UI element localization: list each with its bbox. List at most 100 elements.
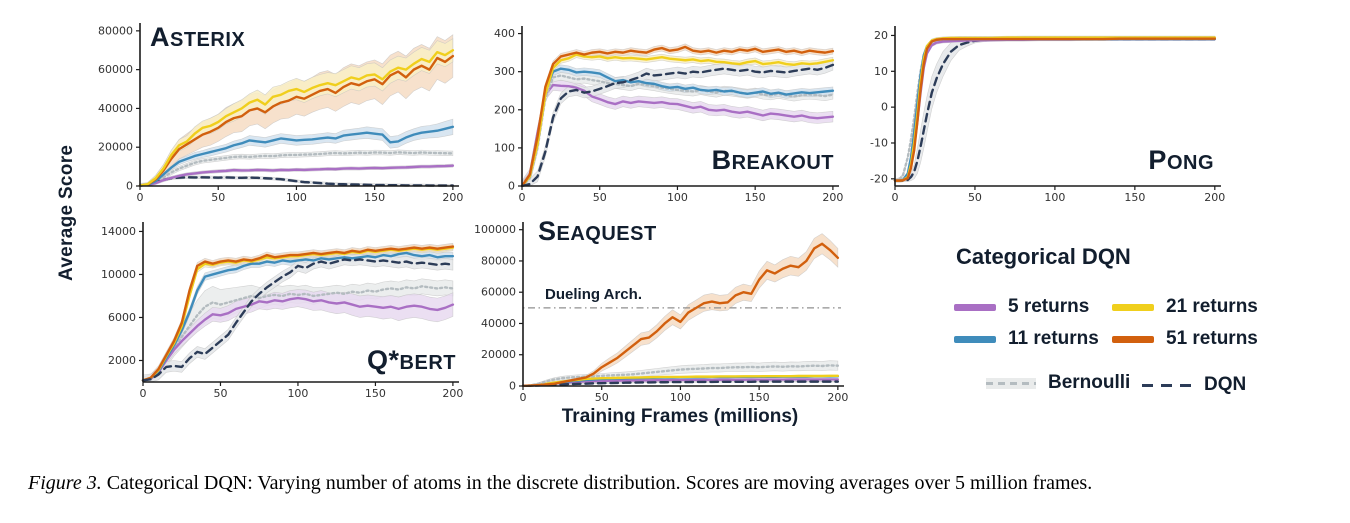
pong-ytick: -10	[870, 136, 888, 149]
seaquest-ytick: 0	[509, 380, 516, 393]
pong-xtick: 0	[892, 191, 899, 204]
legend-item-51-returns: 51 returns	[1112, 328, 1258, 350]
legend-item-bernoulli: Bernoulli	[986, 372, 1130, 394]
breakout-xtick: 150	[745, 191, 766, 204]
pong-ytick: -20	[870, 172, 888, 185]
pong-title-rest: ONG	[1166, 152, 1214, 174]
legend-item-11-returns: 11 returns	[954, 328, 1099, 350]
legend-swatch-bernoulli	[986, 377, 1036, 389]
asterix-ytick: 40000	[98, 102, 133, 115]
seaquest-plot: 0 20000 40000 60000 80000 100000 0 50 100 150 200 D…	[474, 222, 848, 404]
chart-seaquest: 0 20000 40000 60000 80000 100000 0 50 100 150 200 D…	[466, 212, 854, 406]
seaquest-ytick: 100000	[474, 223, 516, 236]
dqn-dash-icon	[1142, 383, 1192, 387]
asterix-ytick: 20000	[98, 141, 133, 154]
breakout-title: BREAKOUT	[712, 145, 834, 176]
qbert-51-returns-band	[142, 242, 454, 383]
chart-qbert: 2000 6000 10000 14000 0 50 100 150 200 Q*BERT	[90, 212, 468, 402]
breakout-51-returns-band	[521, 43, 834, 187]
qbert-title-rest: BERT	[399, 352, 456, 374]
legend-item-5-returns: 5 returns	[954, 296, 1089, 318]
legend-item-dqn: DQN	[1142, 374, 1246, 396]
seaquest-ytick: 60000	[481, 286, 516, 299]
pong-xtick: 200	[1204, 191, 1225, 204]
asterix-xtick: 200	[442, 191, 463, 204]
qbert-xtick: 50	[213, 387, 227, 400]
qbert-plot: 2000 6000 10000 14000 0 50 100 150 200	[101, 222, 463, 400]
legend-label-11-returns: 11 returns	[1008, 328, 1099, 349]
x-axis-label: Training Frames (millions)	[561, 406, 799, 427]
breakout-ytick: 300	[494, 65, 515, 78]
seaquest-xtick: 200	[827, 391, 848, 404]
qbert-title-initial: Q*	[367, 345, 400, 375]
breakout-5-returns-line	[520, 83, 835, 188]
legend-swatch-11-returns	[954, 335, 996, 343]
qbert-bernoulli-line	[141, 285, 455, 382]
asterix-title-initial: A	[150, 22, 170, 52]
pong-ytick: 10	[874, 65, 888, 78]
legend-label-51-returns: 51 returns	[1166, 328, 1258, 349]
asterix-ytick: 0	[126, 180, 133, 193]
qbert-dqn-band	[142, 253, 454, 383]
asterix-xtick: 100	[286, 191, 307, 204]
qbert-ytick: 2000	[108, 354, 136, 367]
pong-xtick: 150	[1124, 191, 1145, 204]
legend-title: Categorical DQN	[956, 244, 1131, 269]
breakout-dqn-band	[521, 59, 834, 187]
asterix-bernoulli-line	[138, 151, 455, 187]
chart-breakout: 0 100 200 300 400 0 50 100 150 200 BREAKOUT	[486, 10, 850, 208]
seaquest-ytick: 80000	[481, 254, 516, 267]
seaquest-title-rest: EAQUEST	[556, 223, 657, 245]
qbert-ytick: 14000	[101, 225, 136, 238]
legend-label-dqn: DQN	[1204, 374, 1247, 395]
breakout-xtick: 0	[519, 191, 526, 204]
breakout-ytick: 0	[508, 180, 515, 193]
breakout-xtick: 200	[822, 191, 843, 204]
y-axis-label: Average Score	[56, 144, 77, 282]
seaquest-ytick: 40000	[481, 317, 516, 330]
seaquest-xtick: 100	[670, 391, 691, 404]
bernoulli-dash-icon	[986, 381, 1036, 385]
dueling-arch-label: Dueling Arch.	[545, 286, 642, 303]
asterix-xtick: 150	[364, 191, 385, 204]
legend-label-5-returns: 5 returns	[1008, 296, 1090, 317]
seaquest-51-returns-line	[521, 242, 840, 388]
legend: Categorical DQN 5 returns 21 returns 11 …	[930, 238, 1342, 410]
seaquest-dqn-line	[521, 380, 840, 388]
breakout-ytick: 400	[494, 27, 515, 40]
pong-title: PONG	[1148, 145, 1214, 176]
breakout-51-returns-line	[520, 45, 835, 188]
legend-item-21-returns: 21 returns	[1112, 296, 1258, 318]
legend-swatch-5-returns	[954, 303, 996, 311]
seaquest-xtick: 150	[749, 391, 770, 404]
asterix-5-returns-line	[138, 164, 455, 187]
pong-ytick: 0	[881, 101, 888, 114]
qbert-title: Q*BERT	[367, 345, 456, 376]
pong-xtick: 50	[968, 191, 982, 204]
seaquest-51-returns-band	[522, 233, 839, 387]
breakout-11-returns-line	[520, 67, 835, 188]
qbert-xtick: 0	[140, 387, 147, 400]
qbert-xtick: 150	[365, 387, 386, 400]
pong-xtick: 100	[1044, 191, 1065, 204]
asterix-ytick: 60000	[98, 63, 133, 76]
pong-dqn-line	[893, 37, 1217, 182]
legend-label-bernoulli: Bernoulli	[1048, 372, 1131, 393]
asterix-ytick: 80000	[98, 24, 133, 37]
legend-swatch-21-returns	[1112, 303, 1154, 311]
breakout-5-returns-band	[521, 79, 834, 187]
qbert-dqn-line	[141, 258, 455, 382]
asterix-xtick: 0	[137, 191, 144, 204]
seaquest-ytick: 20000	[481, 348, 516, 361]
chart-asterix: 0 20000 40000 60000 80000 0 50 100 150 200 ASTERI…	[88, 10, 470, 208]
chart-pong: -20 -10 0 10 20 0 50 100 150 200 PONG	[858, 10, 1232, 208]
breakout-title-rest: REAKOUT	[731, 152, 834, 174]
breakout-plot: 0 100 200 300 400 0 50 100 150 200	[494, 26, 843, 204]
seaquest-xtick: 0	[520, 391, 527, 404]
breakout-dqn-line	[520, 63, 835, 188]
asterix-title: ASTERIX	[150, 22, 245, 53]
seaquest-title-initial: S	[538, 216, 557, 246]
qbert-ytick: 6000	[108, 311, 136, 324]
